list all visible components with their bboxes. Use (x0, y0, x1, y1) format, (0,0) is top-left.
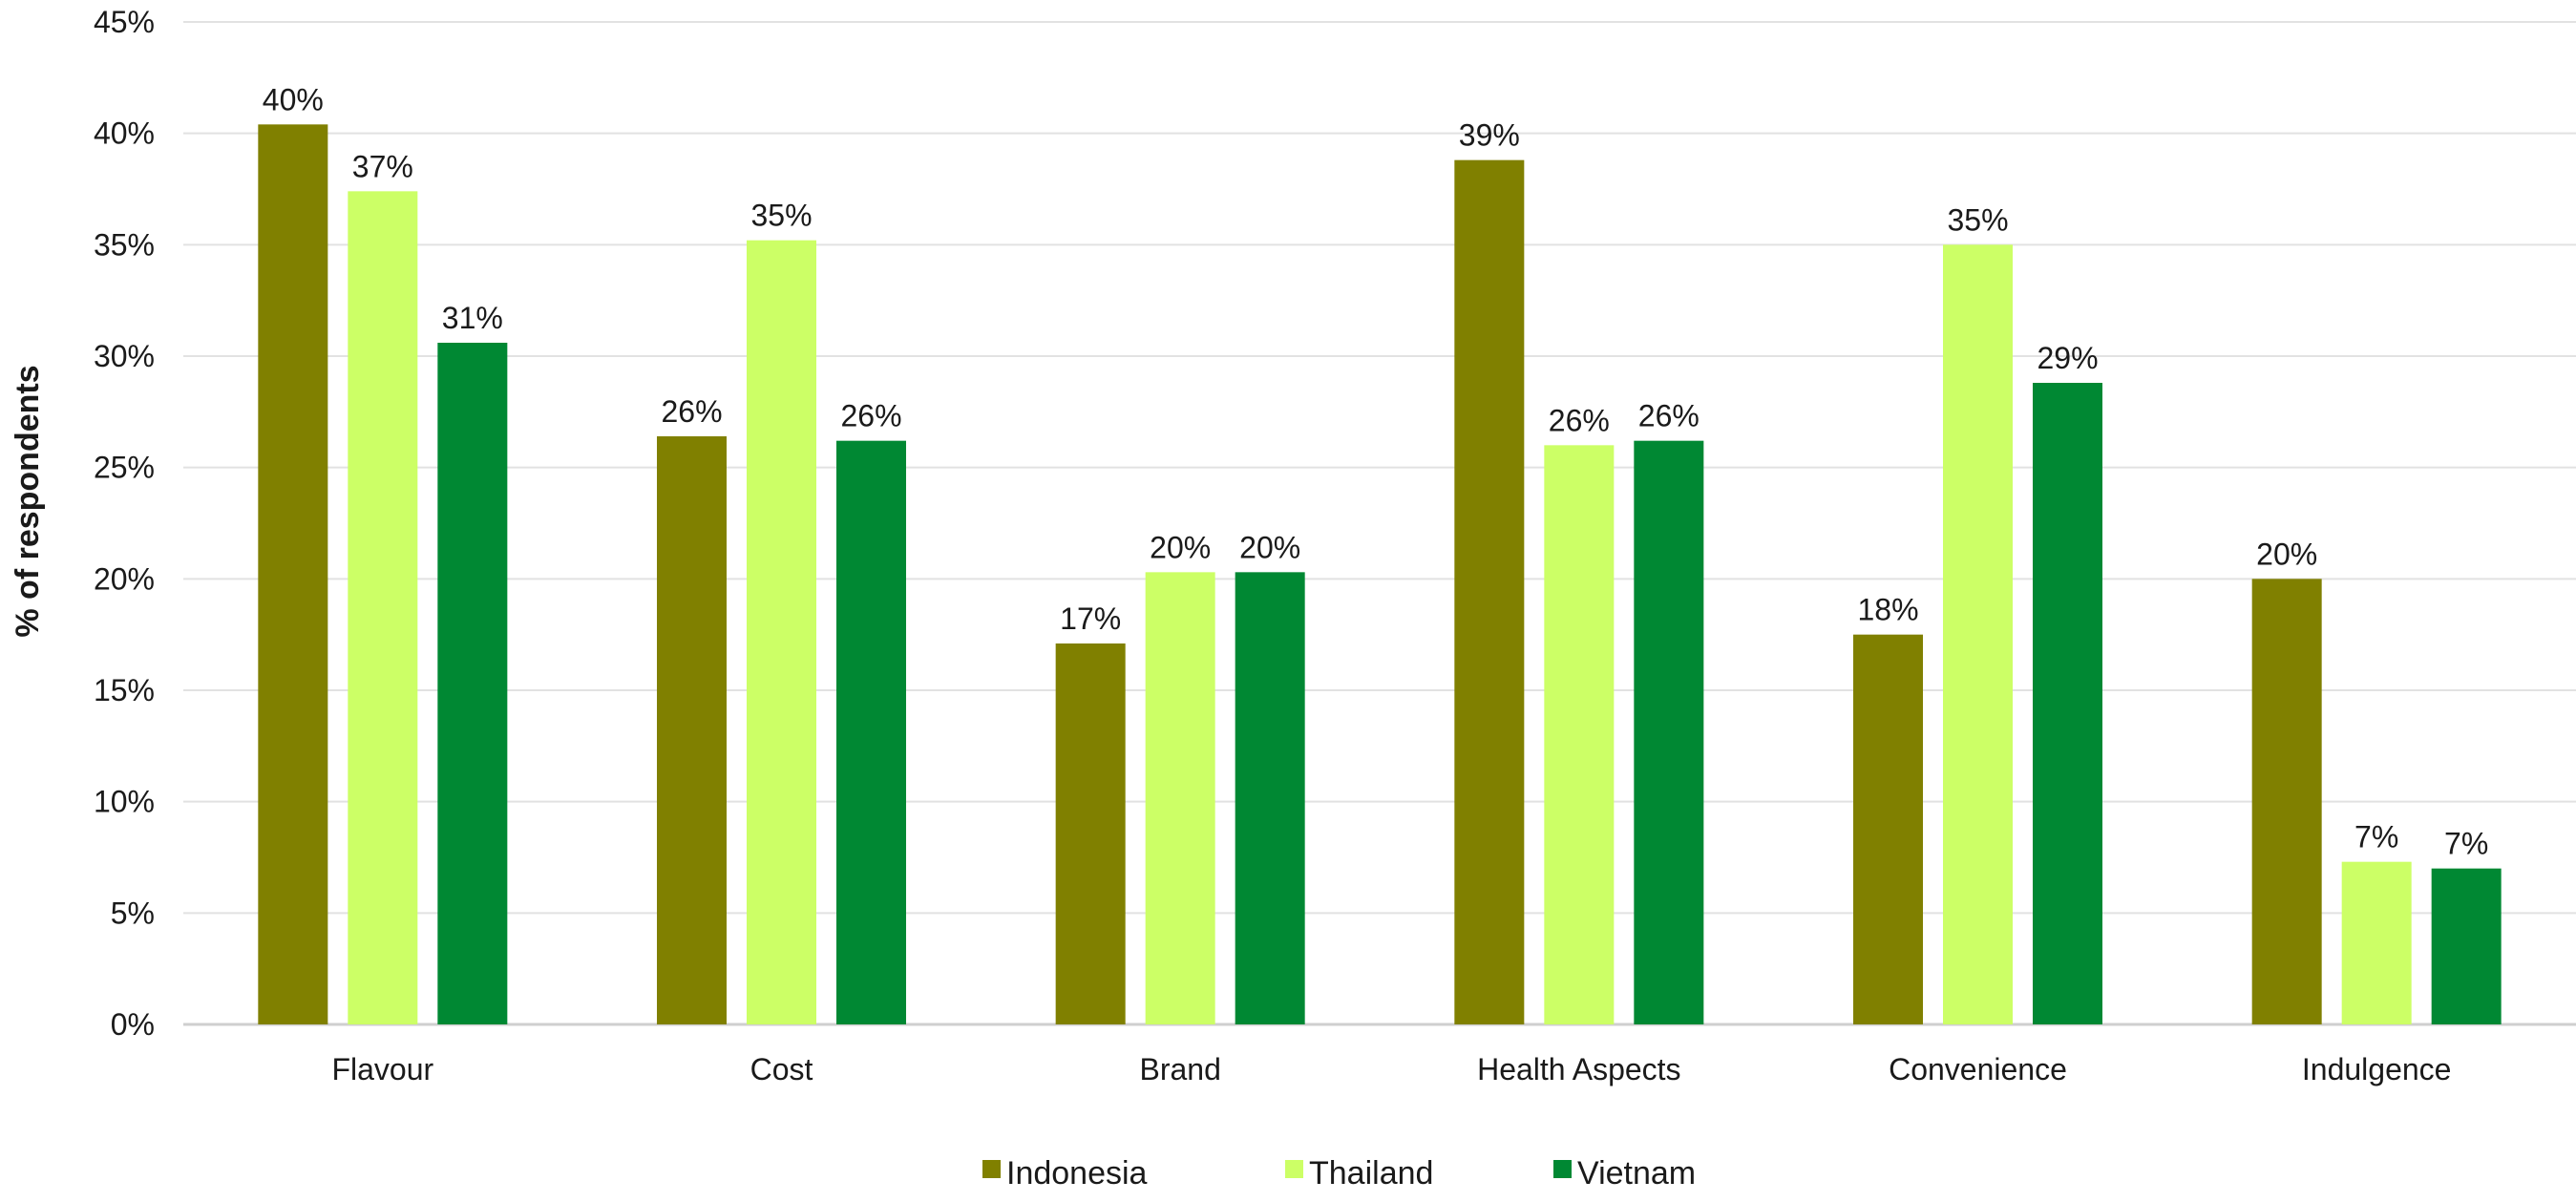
bar-thailand (1544, 445, 1615, 1024)
bar-vietnam (2033, 383, 2102, 1024)
bar-indonesia (657, 436, 727, 1024)
legend-swatch (982, 1160, 1001, 1178)
y-tick-label: 30% (94, 339, 155, 373)
legend-label: Vietnam (1577, 1155, 1696, 1191)
bar-thailand (1943, 244, 2013, 1024)
data-label: 37% (352, 149, 413, 183)
bar-vietnam (1235, 572, 1305, 1024)
y-tick-label: 5% (111, 896, 155, 930)
bar-indonesia (1454, 159, 1525, 1024)
data-label: 26% (840, 399, 901, 433)
x-tick-label: Cost (750, 1052, 813, 1086)
y-tick-label: 45% (94, 5, 155, 39)
legend-swatch (1285, 1160, 1303, 1178)
bars (258, 124, 2502, 1025)
x-axis-ticks: Flavour Cost Brand Health Aspects Convenienc… (331, 1052, 2451, 1086)
bar-thailand (747, 240, 816, 1024)
data-label: 20% (1239, 530, 1300, 564)
x-tick-label: Health Aspects (1477, 1052, 1680, 1086)
bar-vietnam (1634, 440, 1704, 1025)
y-tick-label: 15% (94, 673, 155, 707)
data-label: 35% (1947, 202, 2008, 237)
bar-vietnam (437, 343, 508, 1024)
legend-label: Thailand (1309, 1155, 1433, 1191)
legend-swatch (1553, 1160, 1572, 1178)
bar-indonesia (258, 124, 328, 1025)
bar-thailand (348, 191, 418, 1025)
x-tick-label: Brand (1139, 1052, 1220, 1086)
data-label: 26% (1638, 399, 1700, 433)
y-tick-label: 40% (94, 116, 155, 151)
bar-thailand (1145, 572, 1215, 1024)
bar-thailand (2341, 861, 2412, 1024)
bar-indonesia (1853, 634, 1923, 1024)
bar-indonesia (1055, 643, 1126, 1024)
bar-vietnam (836, 440, 906, 1025)
y-tick-label: 0% (111, 1007, 155, 1042)
legend: Indonesia Thailand Vietnam (982, 1155, 1696, 1191)
data-label: 35% (750, 199, 812, 233)
x-tick-label: Convenience (1889, 1052, 2067, 1086)
data-labels: 40% 37% 31% 26% 35% 26% 17% 20% 20% 39% 26% 26% 18% 3… (263, 82, 2488, 860)
data-label: 40% (263, 82, 324, 116)
y-tick-label: 35% (94, 227, 155, 262)
data-label: 17% (1060, 601, 1121, 636)
data-label: 39% (1459, 118, 1520, 153)
data-label: 7% (2354, 820, 2398, 854)
x-tick-label: Flavour (331, 1052, 433, 1086)
data-label: 26% (661, 394, 722, 429)
data-label: 20% (2256, 537, 2317, 571)
y-axis-label: % of respondents (10, 365, 46, 637)
data-label: 29% (2037, 341, 2098, 375)
y-tick-label: 25% (94, 451, 155, 485)
data-label: 18% (1857, 593, 1918, 627)
legend-label: Indonesia (1006, 1155, 1148, 1191)
data-label: 31% (442, 301, 503, 335)
data-label: 7% (2444, 827, 2488, 861)
bar-vietnam (2431, 868, 2502, 1024)
data-label: 20% (1150, 530, 1211, 564)
data-label: 26% (1549, 403, 1610, 437)
x-tick-label: Indulgence (2302, 1052, 2452, 1086)
y-tick-label: 10% (94, 785, 155, 819)
y-axis-ticks: 0% 5% 10% 15% 20% 25% 30% 35% 40% 45% (94, 5, 155, 1042)
gridlines (183, 21, 2576, 1026)
y-tick-label: 20% (94, 561, 155, 596)
bar-indonesia (2251, 579, 2322, 1024)
